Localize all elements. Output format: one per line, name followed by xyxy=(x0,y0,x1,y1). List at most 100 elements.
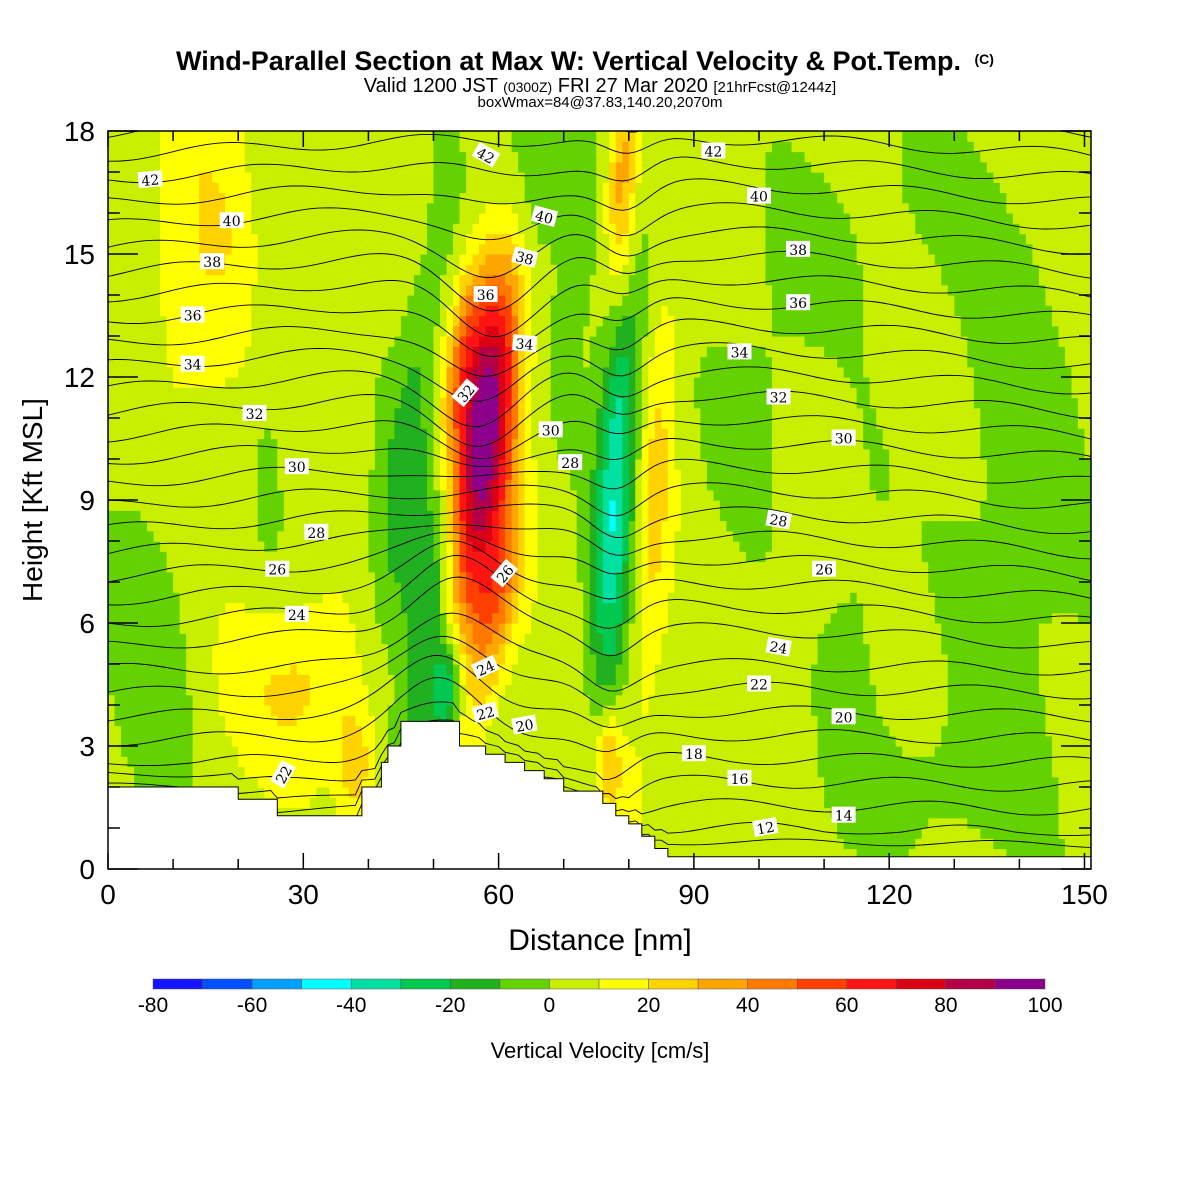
velocity-cell xyxy=(192,418,200,429)
velocity-cell xyxy=(134,346,142,358)
velocity-cell xyxy=(316,664,324,675)
velocity-cell xyxy=(257,254,265,265)
velocity-cell xyxy=(440,623,448,634)
velocity-cell xyxy=(264,213,272,224)
velocity-cell xyxy=(355,705,363,716)
velocity-cell xyxy=(433,254,441,265)
velocity-cell xyxy=(264,551,272,563)
velocity-cell xyxy=(290,274,298,286)
velocity-cell xyxy=(231,141,239,153)
velocity-cell xyxy=(505,684,513,696)
velocity-cell xyxy=(446,612,454,624)
velocity-cell xyxy=(387,295,396,306)
velocity-cell xyxy=(420,633,428,645)
velocity-cell xyxy=(166,653,174,665)
velocity-cell xyxy=(192,602,200,614)
velocity-cell xyxy=(459,510,467,522)
velocity-cell xyxy=(537,705,545,716)
velocity-cell xyxy=(244,202,252,214)
velocity-cell xyxy=(511,520,519,532)
velocity-cell xyxy=(283,172,291,183)
velocity-cell xyxy=(296,141,304,153)
velocity-cell xyxy=(114,346,122,358)
velocity-cell xyxy=(290,325,298,337)
velocity-cell xyxy=(192,612,200,624)
velocity-cell xyxy=(322,295,330,306)
velocity-cell xyxy=(257,141,265,153)
velocity-cell xyxy=(114,418,122,429)
velocity-cell xyxy=(238,223,246,235)
velocity-cell xyxy=(361,756,369,768)
velocity-cell xyxy=(290,131,298,142)
velocity-cell xyxy=(160,223,168,235)
velocity-cell xyxy=(368,489,376,501)
velocity-cell xyxy=(212,202,220,214)
velocity-cell xyxy=(147,182,155,194)
velocity-cell xyxy=(368,653,376,665)
velocity-cell xyxy=(511,735,519,747)
velocity-cell xyxy=(205,592,213,604)
velocity-cell xyxy=(140,612,148,624)
velocity-cell xyxy=(257,131,265,142)
velocity-cell xyxy=(329,725,337,737)
velocity-cell xyxy=(114,612,122,624)
velocity-cell xyxy=(264,305,272,317)
velocity-cell xyxy=(342,295,350,306)
velocity-cell xyxy=(225,161,233,173)
velocity-cell xyxy=(537,233,545,245)
velocity-cell xyxy=(121,530,129,542)
velocity-cell xyxy=(225,489,233,501)
velocity-cell xyxy=(492,746,500,757)
velocity-cell xyxy=(140,592,148,604)
velocity-cell xyxy=(485,510,493,522)
velocity-cell xyxy=(342,541,350,552)
chart-title-mark: (C) xyxy=(975,51,994,67)
velocity-cell xyxy=(270,766,278,778)
velocity-cell xyxy=(205,664,213,675)
velocity-cell xyxy=(121,418,129,429)
velocity-cell xyxy=(244,418,252,429)
velocity-cell xyxy=(277,643,285,655)
velocity-cell xyxy=(355,766,363,778)
velocity-cell xyxy=(374,243,383,255)
velocity-cell xyxy=(114,387,122,399)
velocity-cell xyxy=(238,346,246,358)
velocity-cell xyxy=(394,202,402,214)
velocity-cell xyxy=(394,551,402,563)
velocity-cell xyxy=(322,397,330,409)
velocity-cell xyxy=(335,213,343,224)
velocity-cell xyxy=(244,284,252,296)
velocity-cell xyxy=(244,192,252,204)
velocity-cell xyxy=(459,705,467,716)
velocity-cell xyxy=(413,500,422,511)
velocity-cell xyxy=(147,776,155,788)
velocity-cell xyxy=(511,387,519,399)
velocity-cell xyxy=(264,356,272,368)
velocity-cell xyxy=(303,192,311,204)
velocity-cell xyxy=(374,633,383,645)
velocity-cell xyxy=(160,643,168,655)
velocity-cell xyxy=(238,735,246,747)
velocity-cell xyxy=(381,336,389,347)
velocity-cell xyxy=(179,653,187,665)
velocity-cell xyxy=(121,366,129,378)
velocity-cell xyxy=(550,377,558,388)
velocity-cell xyxy=(446,141,454,153)
velocity-cell xyxy=(485,428,493,440)
velocity-cell xyxy=(212,387,220,399)
velocity-cell xyxy=(472,161,480,173)
velocity-cell xyxy=(212,725,220,737)
velocity-cell xyxy=(225,571,233,583)
velocity-cell xyxy=(277,756,285,768)
velocity-cell xyxy=(218,141,226,153)
velocity-cell xyxy=(192,264,200,276)
velocity-cell xyxy=(329,500,337,511)
velocity-cell xyxy=(537,602,545,614)
velocity-cell xyxy=(348,705,356,716)
velocity-cell xyxy=(205,213,213,224)
velocity-cell xyxy=(218,653,226,665)
velocity-cell xyxy=(446,336,454,347)
velocity-cell xyxy=(485,233,493,245)
velocity-cell xyxy=(283,243,291,255)
velocity-cell xyxy=(485,192,493,204)
